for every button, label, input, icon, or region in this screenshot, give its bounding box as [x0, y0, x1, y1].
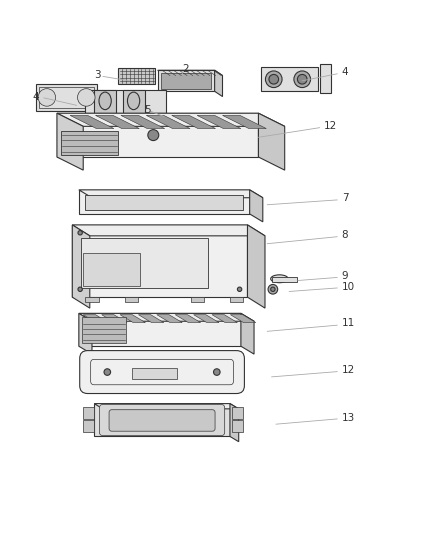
Text: 5: 5 [145, 104, 151, 115]
Polygon shape [157, 314, 182, 322]
Text: 13: 13 [342, 413, 355, 423]
Ellipse shape [237, 287, 242, 292]
Polygon shape [95, 115, 139, 128]
Polygon shape [258, 113, 285, 170]
Bar [83, 253, 140, 286]
Polygon shape [158, 70, 215, 91]
Polygon shape [120, 314, 145, 322]
Ellipse shape [104, 369, 110, 375]
Polygon shape [85, 90, 166, 119]
Polygon shape [79, 190, 263, 198]
Ellipse shape [268, 285, 278, 294]
Text: 9: 9 [342, 271, 348, 281]
Polygon shape [72, 225, 247, 297]
Bar [191, 297, 204, 302]
Ellipse shape [265, 71, 282, 87]
Polygon shape [158, 70, 223, 76]
Polygon shape [241, 313, 254, 354]
Bar [230, 297, 243, 302]
Polygon shape [261, 67, 318, 91]
Polygon shape [118, 68, 155, 84]
Ellipse shape [38, 88, 56, 106]
Text: 12: 12 [342, 365, 355, 375]
Polygon shape [138, 314, 164, 322]
Text: 11: 11 [342, 318, 355, 328]
Polygon shape [79, 313, 241, 346]
Bar [83, 420, 94, 432]
Polygon shape [36, 84, 97, 110]
Polygon shape [123, 90, 145, 115]
Bar [81, 238, 208, 288]
Ellipse shape [271, 287, 275, 292]
Ellipse shape [269, 75, 279, 84]
Polygon shape [94, 403, 239, 409]
Polygon shape [102, 314, 127, 322]
Text: 10: 10 [342, 281, 355, 292]
Polygon shape [146, 115, 190, 128]
Bar [232, 420, 243, 432]
Polygon shape [320, 64, 331, 93]
Polygon shape [72, 225, 90, 308]
Bar [83, 407, 94, 419]
Ellipse shape [78, 231, 82, 235]
Polygon shape [250, 190, 263, 222]
Ellipse shape [294, 71, 311, 87]
Bar [61, 131, 118, 155]
Polygon shape [94, 403, 230, 437]
Bar [82, 317, 126, 343]
Polygon shape [247, 225, 265, 308]
Polygon shape [230, 403, 239, 442]
Ellipse shape [99, 92, 111, 110]
Text: 8: 8 [342, 230, 348, 240]
Polygon shape [194, 314, 219, 322]
Bar [272, 277, 297, 282]
Polygon shape [197, 115, 241, 128]
FancyBboxPatch shape [109, 410, 215, 431]
Text: 12: 12 [324, 122, 337, 131]
Polygon shape [121, 115, 165, 128]
Polygon shape [230, 314, 256, 322]
Polygon shape [175, 314, 201, 322]
Text: 4: 4 [342, 68, 348, 77]
Ellipse shape [78, 88, 95, 106]
Ellipse shape [297, 75, 307, 84]
Polygon shape [223, 115, 266, 128]
Bar [132, 368, 177, 379]
Bar [232, 407, 243, 419]
Polygon shape [94, 90, 116, 115]
FancyBboxPatch shape [80, 351, 244, 393]
Bar [161, 74, 211, 89]
Polygon shape [79, 313, 92, 354]
Text: 7: 7 [342, 193, 348, 203]
Polygon shape [79, 190, 250, 214]
Text: 3: 3 [94, 70, 101, 79]
Polygon shape [57, 113, 83, 170]
Ellipse shape [127, 92, 140, 110]
Text: 2: 2 [182, 64, 188, 75]
Polygon shape [85, 195, 243, 209]
Polygon shape [72, 225, 265, 236]
Text: 4: 4 [33, 92, 39, 102]
Polygon shape [57, 113, 285, 126]
Polygon shape [70, 115, 114, 128]
FancyBboxPatch shape [99, 405, 225, 435]
Ellipse shape [78, 287, 82, 292]
Polygon shape [57, 113, 258, 157]
Polygon shape [79, 313, 254, 321]
Polygon shape [212, 314, 237, 322]
Ellipse shape [148, 130, 159, 141]
Polygon shape [215, 70, 223, 96]
Polygon shape [83, 314, 109, 322]
Polygon shape [172, 115, 215, 128]
Ellipse shape [271, 275, 288, 282]
Bar [125, 297, 138, 302]
Bar [85, 297, 99, 302]
Ellipse shape [214, 369, 220, 375]
